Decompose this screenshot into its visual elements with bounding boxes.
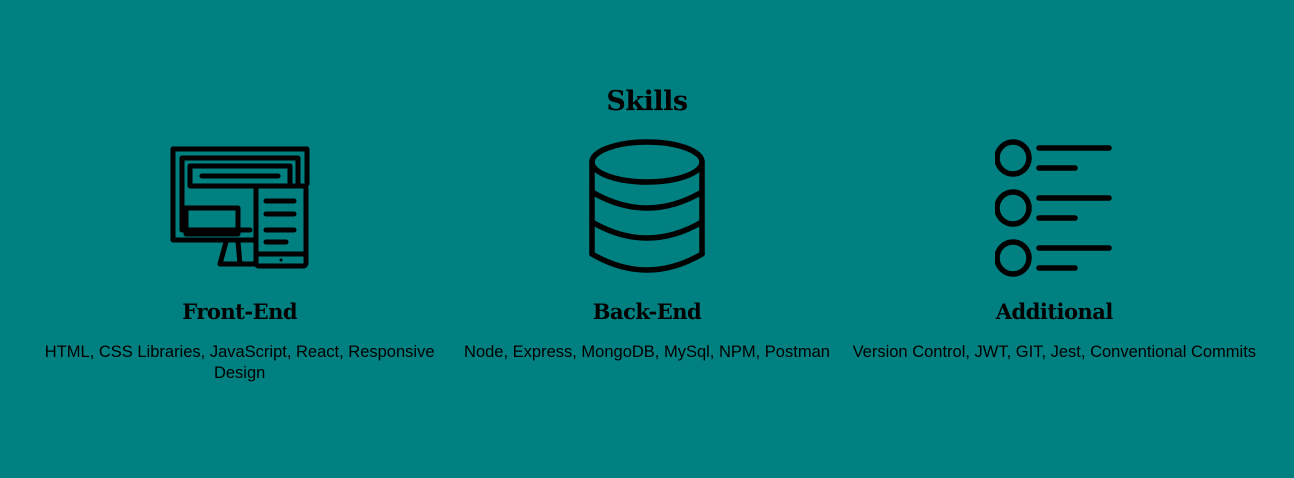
skills-row: Front-End HTML, CSS Libraries, JavaScrip… (0, 138, 1294, 384)
skill-title: Additional (995, 299, 1114, 324)
skill-title: Back-End (592, 299, 702, 324)
skill-description: HTML, CSS Libraries, JavaScript, React, … (44, 343, 435, 382)
section-title: Skills (606, 86, 688, 117)
database-icon (443, 138, 850, 278)
skill-card-front-end: Front-End HTML, CSS Libraries, JavaScrip… (36, 138, 443, 384)
skill-description: Version Control, JWT, GIT, Jest, Convent… (852, 343, 1257, 361)
list-icon (851, 138, 1258, 278)
skill-card-back-end: Back-End Node, Express, MongoDB, MySql, … (443, 138, 850, 384)
skill-card-additional: Additional Version Control, JWT, GIT, Je… (851, 138, 1258, 384)
responsive-devices-icon (36, 138, 443, 278)
skill-title: Front-End (182, 299, 298, 324)
skill-description: Node, Express, MongoDB, MySql, NPM, Post… (464, 343, 830, 361)
